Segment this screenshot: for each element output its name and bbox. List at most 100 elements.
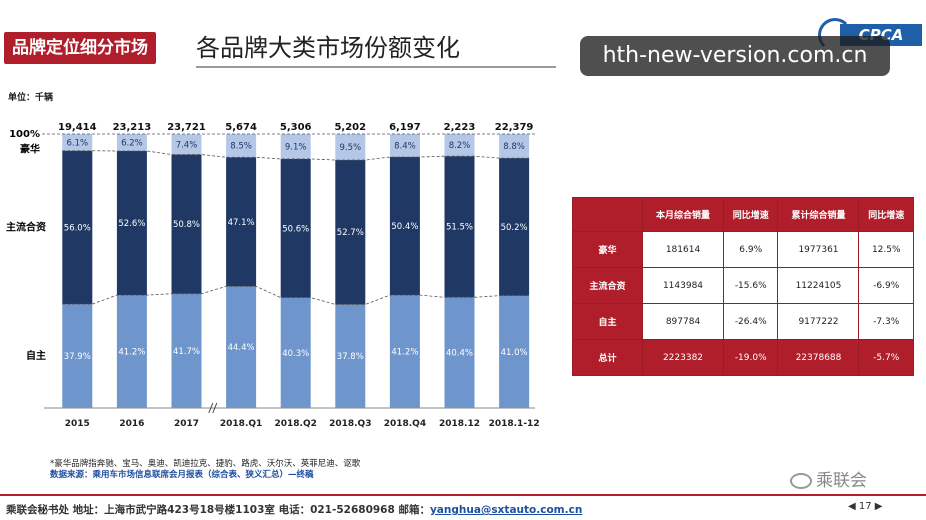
bar-segment [116, 150, 147, 296]
table-cell: -15.6% [722, 267, 779, 304]
table-cell: -7.3% [858, 303, 914, 340]
footer-bar: 乘联会秘书处 地址：上海市武宁路423号18号楼1103室 电话：021-526… [0, 494, 926, 520]
total-label: 23,213 [113, 122, 152, 133]
bar-segment [389, 157, 420, 296]
table-row: 自主 897784 -26.4% 9177222 -7.3% [572, 303, 914, 340]
bar-segment [499, 134, 530, 159]
sales-table: 本月综合销量 同比增速 累计综合销量 同比增速 豪华 181614 6.9% 1… [572, 197, 914, 376]
bar-segment [444, 156, 475, 298]
category-tick-label: 2016 [119, 419, 144, 429]
data-label: 47.1% [228, 218, 255, 228]
page-navigator[interactable]: ◀ 17 ▶ [848, 501, 883, 512]
category-tick-label: 2018.Q3 [329, 419, 371, 429]
wechat-icon [790, 473, 812, 489]
row-label: 豪华 [572, 231, 643, 268]
series-label: 主流合资 [6, 220, 46, 233]
unit-label: 单位：千辆 [8, 93, 54, 103]
data-label: 41.0% [501, 348, 528, 358]
data-label: 41.2% [391, 348, 418, 358]
data-label: 37.8% [337, 352, 364, 362]
table-cell: -5.7% [858, 339, 914, 376]
bar-segment [444, 133, 475, 157]
bar-segment [62, 304, 93, 408]
bar-segment [335, 304, 366, 408]
wechat-label: 乘联会 [816, 471, 867, 491]
page-title: 各品牌大类市场份额变化 [196, 34, 460, 62]
bar-segment [171, 154, 202, 294]
category-tick-label: 2018.Q1 [220, 419, 262, 429]
series-label: 豪华 [20, 142, 40, 155]
footnote-source: 数据来源：乘用车市场信息联席会月报表（综合表、狭义汇总）—终稿 [50, 470, 314, 480]
data-label: 9.1% [285, 142, 307, 152]
bar-segment [499, 295, 530, 408]
category-tick-label: 2017 [174, 419, 199, 429]
bar-segment [335, 160, 366, 305]
table-cell: 11224105 [777, 267, 860, 304]
bar-segment [62, 134, 93, 151]
bar-segment [280, 297, 311, 408]
table-cell: 181614 [642, 231, 724, 268]
bar-segment [226, 134, 257, 158]
total-label: 6,197 [389, 122, 421, 133]
bar-segment [335, 134, 366, 161]
connector-line [62, 285, 530, 305]
category-tick-label: 2018.Q4 [384, 419, 426, 429]
bar-segment [226, 286, 257, 408]
row-label: 主流合资 [572, 267, 643, 304]
table-cell: 6.9% [722, 231, 779, 268]
footnote-luxury: *豪华品牌指奔驰、宝马、奥迪、凯迪拉克、捷豹、路虎、沃尔沃、英菲尼迪、讴歌 [50, 459, 361, 469]
bar-segment [280, 158, 311, 298]
data-label: 40.4% [446, 349, 473, 359]
total-label: 2,223 [444, 122, 476, 133]
axis-break-mark [212, 402, 218, 414]
total-label: 19,414 [58, 122, 97, 133]
data-label: 8.2% [449, 141, 471, 151]
y-top-label: 100% [9, 129, 40, 140]
bar-segment [444, 297, 475, 408]
data-label: 37.9% [64, 352, 91, 362]
logo-swoosh-icon [818, 18, 852, 52]
bar-segment [226, 157, 257, 287]
bar-segment [171, 293, 202, 408]
data-label: 56.0% [64, 223, 91, 233]
table-row: 主流合资 1143984 -15.6% 11224105 -6.9% [572, 267, 914, 304]
table-cell: 9177222 [777, 303, 860, 340]
table-cell: 2223382 [642, 339, 724, 376]
table-header-row: 本月综合销量 同比增速 累计综合销量 同比增速 [572, 197, 914, 232]
bar-segment [116, 134, 147, 151]
data-label: 52.6% [118, 219, 145, 229]
table-cell: 1977361 [777, 231, 860, 268]
data-label: 50.2% [501, 223, 528, 233]
title-underline [196, 66, 556, 68]
data-label: 41.7% [173, 347, 200, 357]
data-label: 41.2% [118, 348, 145, 358]
table-header-cell: 本月综合销量 [642, 197, 724, 232]
data-label: 6.1% [66, 138, 88, 148]
category-tick-label: 2018.12 [439, 419, 480, 429]
category-tick-label: 2018.1-12 [489, 419, 540, 429]
table-cell: 1143984 [642, 267, 724, 304]
bar-segment [389, 134, 420, 158]
total-label: 5,306 [280, 122, 312, 133]
connector-line [62, 150, 530, 161]
total-label: 5,674 [225, 122, 257, 133]
table-cell: 897784 [642, 303, 724, 340]
table-row: 豪华 181614 6.9% 1977361 12.5% [572, 231, 914, 268]
data-label: 44.4% [228, 343, 255, 353]
data-label: 9.5% [339, 143, 361, 153]
table-cell: -19.0% [722, 339, 779, 376]
data-label: 50.6% [282, 224, 309, 234]
bar-segment [171, 134, 202, 155]
data-label: 50.8% [173, 220, 200, 230]
category-tick-label: 2015 [65, 419, 90, 429]
table-header-cell: 累计综合销量 [777, 197, 860, 232]
data-label: 50.4% [391, 222, 418, 232]
total-label: 5,202 [334, 122, 366, 133]
footer-email-link[interactable]: yanghua@sxtauto.com.cn [429, 504, 583, 516]
table-total-row: 总计 2223382 -19.0% 22378688 -5.7% [572, 339, 914, 376]
category-tick-label: 2018.Q2 [275, 419, 317, 429]
data-label: 52.7% [337, 228, 364, 238]
data-label: 6.2% [121, 138, 143, 148]
table-cell: 22378688 [777, 339, 860, 376]
watermark-banner: hth-new-version.com.cn [580, 36, 890, 76]
